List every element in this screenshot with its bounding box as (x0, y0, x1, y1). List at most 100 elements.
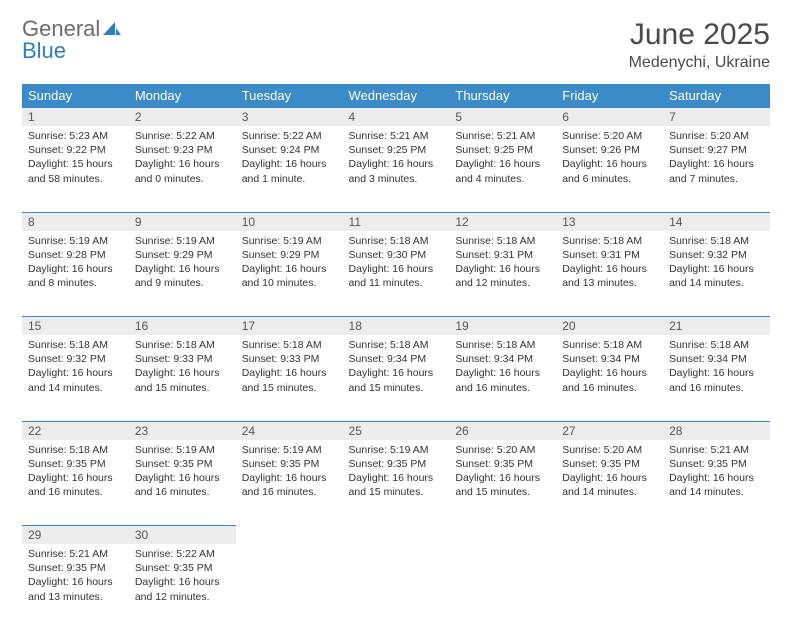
sunrise-line: Sunrise: 5:18 AM (242, 338, 337, 352)
sunrise-line: Sunrise: 5:18 AM (28, 338, 123, 352)
sunrise-line: Sunrise: 5:18 AM (669, 338, 764, 352)
weekday-header: Friday (556, 84, 663, 108)
sunset-line: Sunset: 9:35 PM (28, 457, 123, 471)
day-content-cell: Sunrise: 5:22 AMSunset: 9:35 PMDaylight:… (129, 544, 236, 630)
daylight-line: Daylight: 16 hours and 16 minutes. (669, 366, 764, 394)
sunset-line: Sunset: 9:35 PM (349, 457, 444, 471)
day-content-cell: Sunrise: 5:21 AMSunset: 9:25 PMDaylight:… (343, 126, 450, 212)
day-number-cell: 29 (22, 526, 129, 545)
daylight-line: Daylight: 16 hours and 4 minutes. (455, 157, 550, 185)
daylight-line: Daylight: 16 hours and 13 minutes. (28, 575, 123, 603)
sunrise-line: Sunrise: 5:20 AM (669, 129, 764, 143)
day-content-cell: Sunrise: 5:20 AMSunset: 9:27 PMDaylight:… (663, 126, 770, 212)
sunset-line: Sunset: 9:25 PM (455, 143, 550, 157)
day-number-cell: 19 (449, 317, 556, 336)
daylight-line: Daylight: 16 hours and 15 minutes. (349, 366, 444, 394)
day-number-cell: 21 (663, 317, 770, 336)
sunset-line: Sunset: 9:24 PM (242, 143, 337, 157)
daylight-line: Daylight: 16 hours and 14 minutes. (669, 262, 764, 290)
daylight-line: Daylight: 16 hours and 10 minutes. (242, 262, 337, 290)
sunset-line: Sunset: 9:35 PM (242, 457, 337, 471)
sunset-line: Sunset: 9:35 PM (135, 457, 230, 471)
day-content-row: Sunrise: 5:21 AMSunset: 9:35 PMDaylight:… (22, 544, 770, 630)
location-label: Medenychi, Ukraine (629, 54, 770, 72)
daylight-line: Daylight: 16 hours and 3 minutes. (349, 157, 444, 185)
day-content-row: Sunrise: 5:18 AMSunset: 9:32 PMDaylight:… (22, 335, 770, 421)
daylight-line: Daylight: 16 hours and 16 minutes. (455, 366, 550, 394)
day-content-cell: Sunrise: 5:20 AMSunset: 9:26 PMDaylight:… (556, 126, 663, 212)
day-number-cell (236, 526, 343, 545)
sunrise-line: Sunrise: 5:18 AM (28, 443, 123, 457)
sunrise-line: Sunrise: 5:23 AM (28, 129, 123, 143)
day-number-cell: 27 (556, 421, 663, 440)
day-number-cell: 18 (343, 317, 450, 336)
sunset-line: Sunset: 9:29 PM (135, 248, 230, 262)
day-number-cell: 20 (556, 317, 663, 336)
day-content-cell: Sunrise: 5:18 AMSunset: 9:33 PMDaylight:… (236, 335, 343, 421)
logo-text: General Blue (22, 18, 122, 62)
sunrise-line: Sunrise: 5:19 AM (28, 234, 123, 248)
day-number-row: 2930 (22, 526, 770, 545)
day-number-cell (663, 526, 770, 545)
sunrise-line: Sunrise: 5:22 AM (135, 129, 230, 143)
day-content-cell: Sunrise: 5:19 AMSunset: 9:29 PMDaylight:… (129, 231, 236, 317)
day-content-cell: Sunrise: 5:19 AMSunset: 9:35 PMDaylight:… (129, 440, 236, 526)
daylight-line: Daylight: 16 hours and 14 minutes. (28, 366, 123, 394)
daylight-line: Daylight: 15 hours and 58 minutes. (28, 157, 123, 185)
sunset-line: Sunset: 9:25 PM (349, 143, 444, 157)
sunset-line: Sunset: 9:33 PM (242, 352, 337, 366)
sunset-line: Sunset: 9:34 PM (455, 352, 550, 366)
sunset-line: Sunset: 9:35 PM (135, 561, 230, 575)
sunset-line: Sunset: 9:35 PM (28, 561, 123, 575)
weekday-header: Monday (129, 84, 236, 108)
logo-sail-icon (102, 18, 122, 40)
sunrise-line: Sunrise: 5:22 AM (242, 129, 337, 143)
sunrise-line: Sunrise: 5:19 AM (135, 234, 230, 248)
sunrise-line: Sunrise: 5:21 AM (455, 129, 550, 143)
day-content-cell: Sunrise: 5:18 AMSunset: 9:31 PMDaylight:… (449, 231, 556, 317)
day-content-cell: Sunrise: 5:18 AMSunset: 9:35 PMDaylight:… (22, 440, 129, 526)
daylight-line: Daylight: 16 hours and 16 minutes. (135, 471, 230, 499)
day-number-cell (449, 526, 556, 545)
day-number-cell: 22 (22, 421, 129, 440)
day-content-cell (663, 544, 770, 630)
sunrise-line: Sunrise: 5:21 AM (28, 547, 123, 561)
day-content-cell (449, 544, 556, 630)
sunset-line: Sunset: 9:34 PM (669, 352, 764, 366)
day-content-cell: Sunrise: 5:18 AMSunset: 9:34 PMDaylight:… (556, 335, 663, 421)
day-content-cell: Sunrise: 5:18 AMSunset: 9:31 PMDaylight:… (556, 231, 663, 317)
day-content-row: Sunrise: 5:19 AMSunset: 9:28 PMDaylight:… (22, 231, 770, 317)
weekday-header: Tuesday (236, 84, 343, 108)
daylight-line: Daylight: 16 hours and 11 minutes. (349, 262, 444, 290)
sunset-line: Sunset: 9:35 PM (455, 457, 550, 471)
day-number-cell: 3 (236, 108, 343, 127)
day-number-row: 891011121314 (22, 212, 770, 231)
day-number-cell: 8 (22, 212, 129, 231)
daylight-line: Daylight: 16 hours and 14 minutes. (669, 471, 764, 499)
day-number-cell: 2 (129, 108, 236, 127)
day-number-cell: 11 (343, 212, 450, 231)
day-content-cell: Sunrise: 5:21 AMSunset: 9:35 PMDaylight:… (22, 544, 129, 630)
daylight-line: Daylight: 16 hours and 9 minutes. (135, 262, 230, 290)
weekday-header-row: Sunday Monday Tuesday Wednesday Thursday… (22, 84, 770, 108)
daylight-line: Daylight: 16 hours and 15 minutes. (349, 471, 444, 499)
day-number-cell: 7 (663, 108, 770, 127)
day-content-cell: Sunrise: 5:19 AMSunset: 9:35 PMDaylight:… (236, 440, 343, 526)
calendar-table: Sunday Monday Tuesday Wednesday Thursday… (22, 84, 770, 630)
day-number-cell: 12 (449, 212, 556, 231)
sunrise-line: Sunrise: 5:18 AM (455, 338, 550, 352)
day-content-cell: Sunrise: 5:22 AMSunset: 9:23 PMDaylight:… (129, 126, 236, 212)
daylight-line: Daylight: 16 hours and 7 minutes. (669, 157, 764, 185)
day-number-cell: 23 (129, 421, 236, 440)
daylight-line: Daylight: 16 hours and 0 minutes. (135, 157, 230, 185)
sunrise-line: Sunrise: 5:18 AM (135, 338, 230, 352)
weekday-header: Sunday (22, 84, 129, 108)
daylight-line: Daylight: 16 hours and 16 minutes. (562, 366, 657, 394)
sunrise-line: Sunrise: 5:19 AM (135, 443, 230, 457)
sunset-line: Sunset: 9:29 PM (242, 248, 337, 262)
day-number-cell: 1 (22, 108, 129, 127)
sunrise-line: Sunrise: 5:19 AM (349, 443, 444, 457)
day-content-cell: Sunrise: 5:18 AMSunset: 9:33 PMDaylight:… (129, 335, 236, 421)
day-content-cell: Sunrise: 5:18 AMSunset: 9:32 PMDaylight:… (663, 231, 770, 317)
sunrise-line: Sunrise: 5:20 AM (562, 129, 657, 143)
